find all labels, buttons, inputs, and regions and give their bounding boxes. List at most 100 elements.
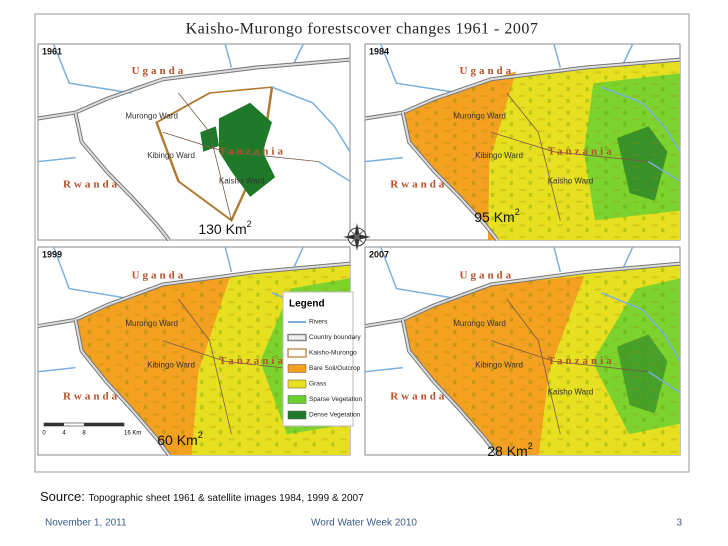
- river: [54, 247, 132, 299]
- river: [272, 87, 350, 152]
- legend-swatch: [287, 364, 307, 373]
- scale-bar-label: 4: [62, 431, 66, 437]
- legend-label: Bare Soil/Outcrop: [309, 365, 361, 372]
- scale-bar-segment: [84, 423, 124, 426]
- map-panel: 2007 Uganda Rwanda Murongo Ward Kibingo Ward…: [365, 246, 680, 459]
- place-label: Tanzania: [548, 145, 615, 157]
- legend-swatch: [287, 410, 307, 420]
- country-boundary: [403, 113, 498, 240]
- panel-map: [365, 247, 680, 455]
- legend-label: Dense Vegetation: [309, 412, 361, 419]
- compass: [343, 223, 371, 251]
- place-label: Uganda: [460, 65, 515, 77]
- place-label: Tanzania: [219, 355, 286, 367]
- year-label: 1961: [42, 46, 62, 56]
- scale-bar-segment: [44, 423, 64, 426]
- legend-label: Country boundary: [309, 334, 361, 341]
- place-label: Murongo Ward: [453, 319, 506, 328]
- place-label: Uganda: [132, 270, 187, 282]
- ward-boundary: [178, 299, 231, 434]
- river: [601, 293, 680, 362]
- ward-boundary: [178, 93, 231, 220]
- year-label: 1999: [42, 249, 62, 259]
- place-label: Kibingo Ward: [147, 151, 195, 160]
- land-texture: [402, 59, 680, 241]
- source-label: Source:: [40, 489, 85, 504]
- country-boundary: [38, 264, 350, 326]
- legend-swatch: [287, 333, 307, 342]
- footer-event: Word Water Week 2010: [311, 518, 417, 529]
- legend: Legend Rivers Country boundary Kaisho-Muron…: [282, 291, 363, 427]
- footer-date: November 1, 2011: [45, 518, 127, 529]
- place-label: Murongo Ward: [125, 112, 178, 121]
- figure-title: Kaisho-Murongo forestscover changes 1961…: [186, 21, 539, 38]
- legend-swatch: [287, 348, 307, 358]
- place-label: Uganda: [460, 270, 515, 282]
- source-text: Topographic sheet 1961 & satellite image…: [88, 493, 364, 504]
- area-exponent: 2: [247, 219, 252, 229]
- river: [365, 158, 403, 162]
- scale-bar-label: 0: [42, 431, 46, 437]
- land-texture: [402, 263, 680, 455]
- legend-swatch: [287, 395, 307, 404]
- ward-boundary: [507, 299, 561, 434]
- legend-label: Sparse Vegetation: [309, 396, 363, 403]
- area-label: 130 Km2: [198, 219, 251, 236]
- area-exponent: 2: [528, 441, 533, 451]
- ward-boundary: [491, 341, 649, 372]
- place-label: Rwanda: [63, 390, 120, 402]
- legend-title: Legend: [289, 299, 325, 310]
- legend-label: Kaisho-Murongo: [309, 350, 357, 357]
- area-label: 60 Km2: [157, 430, 202, 447]
- river: [623, 247, 632, 268]
- legend-label: Grass: [309, 381, 327, 388]
- place-label: Rwanda: [63, 179, 120, 191]
- river: [294, 247, 303, 268]
- river: [381, 247, 460, 299]
- panel-map: [38, 44, 350, 240]
- map-panel: 1961 Uganda Rwanda Murongo Ward Kibingo Ward…: [38, 43, 350, 240]
- place-label: Kibingo Ward: [147, 361, 195, 370]
- river: [623, 44, 632, 64]
- panel-map: [365, 44, 680, 240]
- ward-boundary: [491, 132, 649, 161]
- river: [54, 44, 132, 93]
- year-label: 1984: [369, 46, 389, 56]
- legend-swatch: [287, 379, 307, 389]
- place-label: Uganda: [132, 65, 187, 77]
- place-label: Murongo Ward: [125, 319, 178, 328]
- place-label: Kaisho Ward: [219, 176, 265, 185]
- dense-forest: [218, 102, 276, 197]
- area-label: 28 Km2: [487, 441, 532, 458]
- river: [365, 368, 403, 372]
- river: [649, 372, 681, 393]
- river: [319, 162, 350, 182]
- river: [38, 158, 75, 162]
- ward-boundary: [507, 93, 561, 220]
- place-label: Rwanda: [390, 179, 447, 191]
- area-exponent: 2: [515, 207, 520, 217]
- place-label: Rwanda: [390, 390, 447, 402]
- place-label: Tanzania: [548, 355, 615, 367]
- place-label: Kaisho Ward: [548, 388, 594, 397]
- area-value: 60 Km: [157, 432, 197, 448]
- river: [225, 44, 231, 68]
- scale-bar-label: 16 Km: [124, 431, 141, 437]
- area-value: 95 Km: [474, 209, 514, 225]
- area-label: 95 Km2: [474, 207, 519, 224]
- page-number: 3: [676, 518, 682, 529]
- river: [38, 368, 75, 372]
- river: [554, 44, 560, 68]
- place-label: Kibingo Ward: [475, 361, 523, 370]
- place-label: Tanzania: [219, 145, 286, 157]
- place-label: Kaisho Ward: [548, 176, 594, 185]
- area-value: 130 Km: [198, 221, 246, 237]
- place-label: Murongo Ward: [453, 112, 506, 121]
- country-boundary: [75, 320, 169, 455]
- source: Source: Topographic sheet 1961 & satelli…: [40, 489, 364, 504]
- place-label: Kibingo Ward: [475, 151, 523, 160]
- land-texture: [75, 263, 350, 455]
- legend-box: [282, 291, 354, 427]
- country-boundary: [403, 320, 498, 455]
